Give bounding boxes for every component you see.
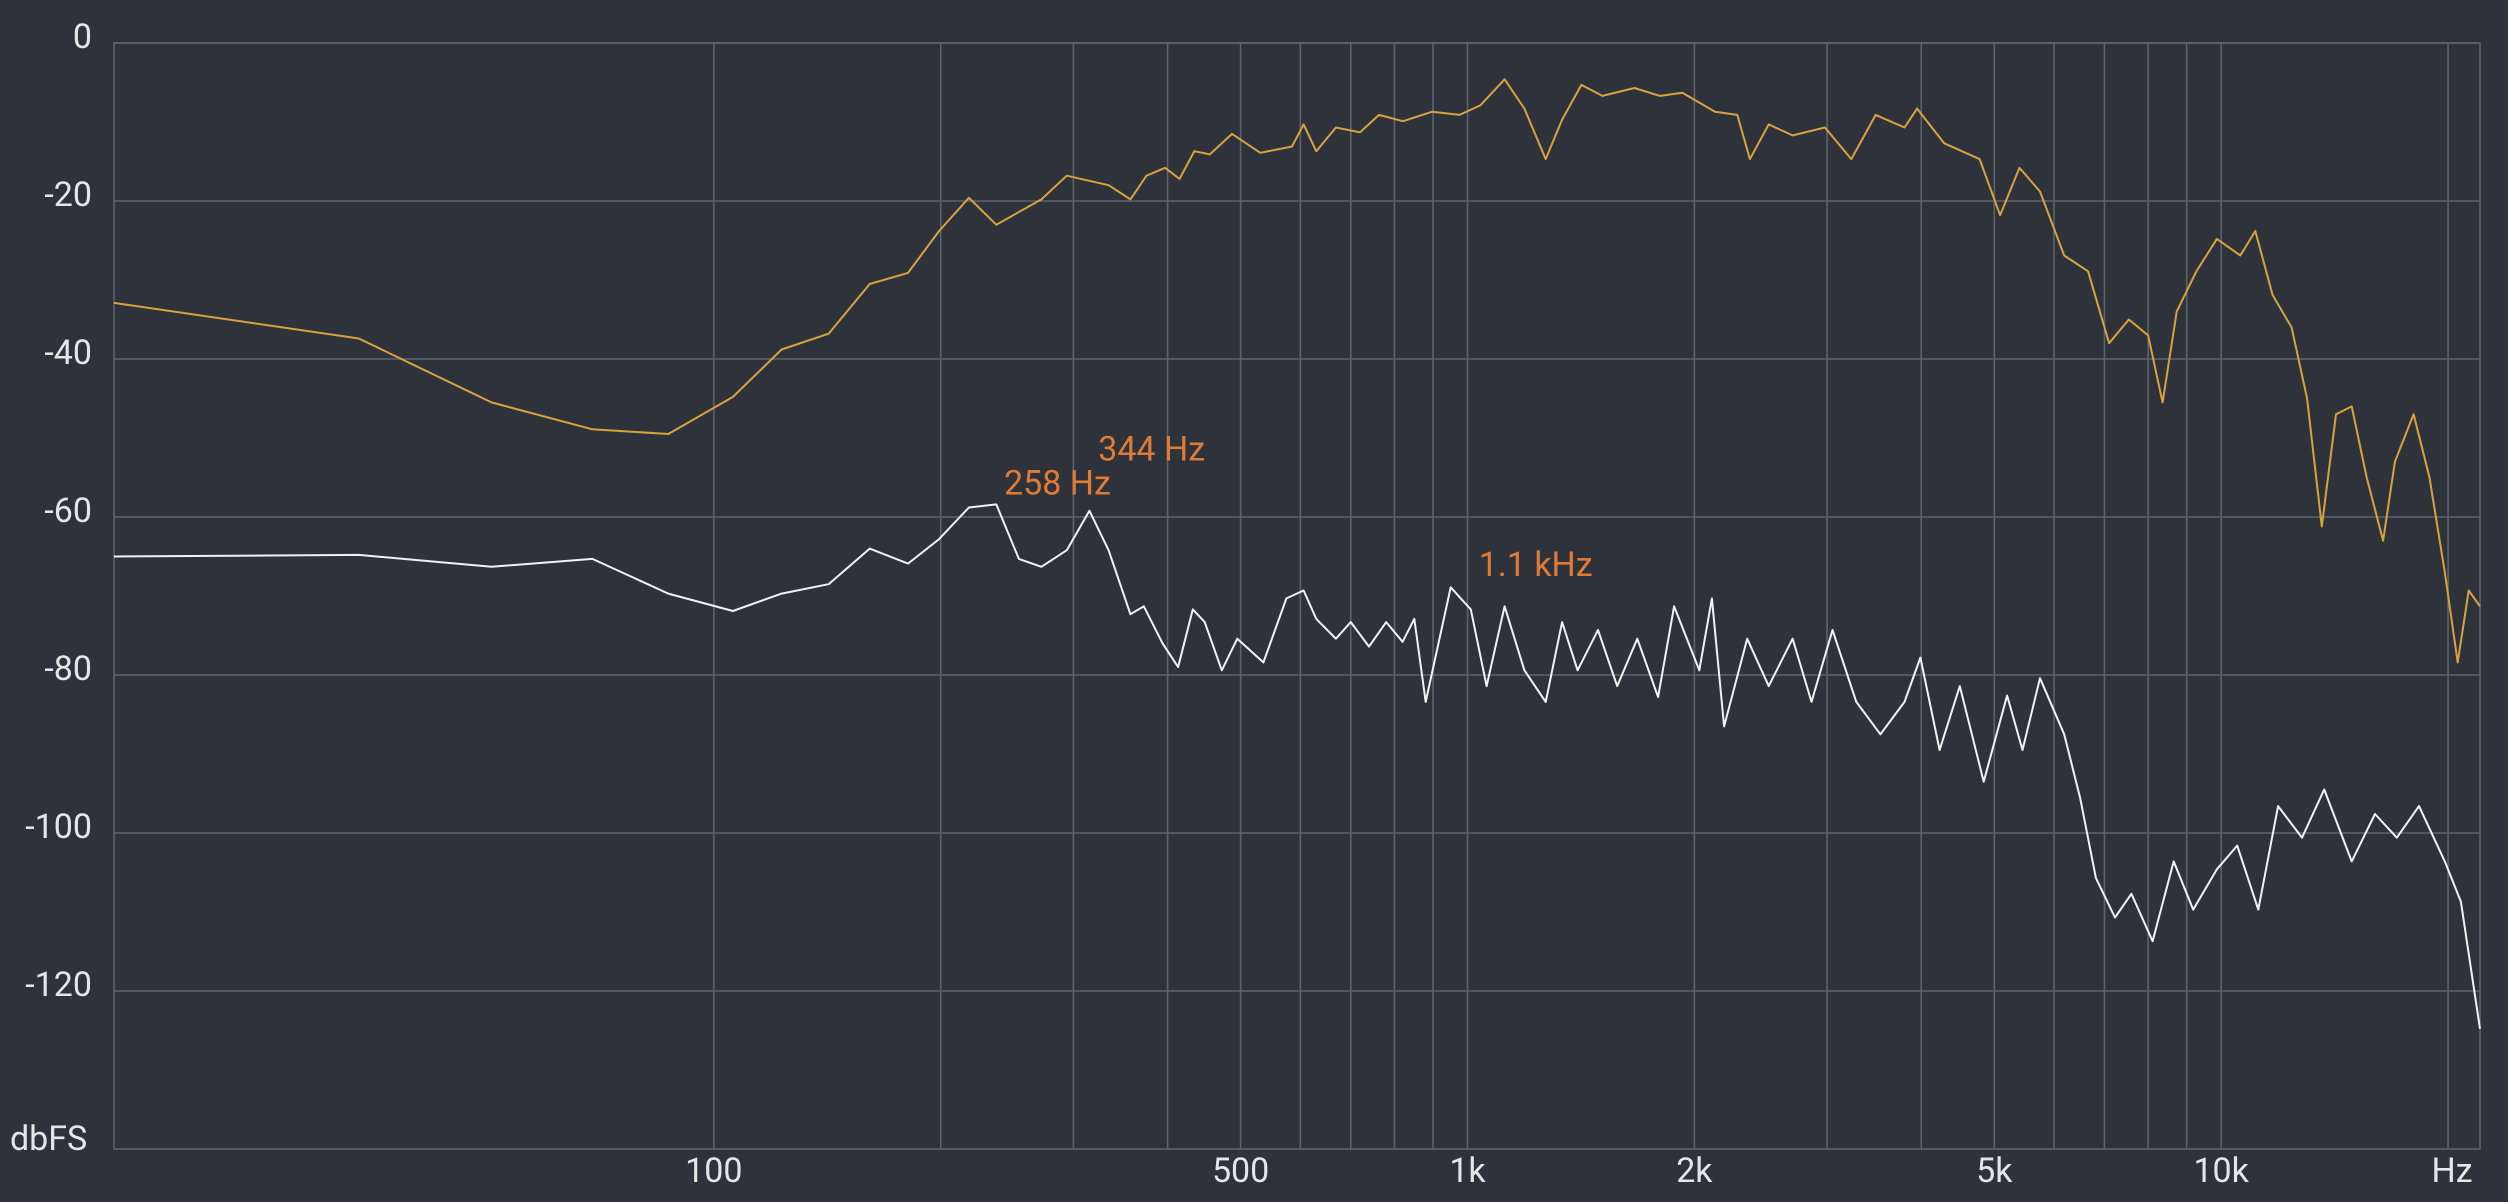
spectrum-line <box>113 78 2481 664</box>
y-tick-label: -60 <box>44 491 92 531</box>
peak-annotation: 1.1 kHz <box>1479 545 1593 585</box>
y-axis-label: dbFS <box>10 1119 87 1159</box>
y-tick-label: -20 <box>44 175 92 215</box>
y-tick-label: 0 <box>73 17 92 57</box>
peak-annotation: 258 Hz <box>1004 463 1111 503</box>
x-axis-label: Hz <box>2431 1151 2472 1191</box>
peak-annotation: 344 Hz <box>1098 429 1205 469</box>
spectrum-line <box>113 503 2481 1030</box>
y-tick-label: -40 <box>44 333 92 373</box>
y-tick-label: -120 <box>25 965 92 1005</box>
x-tick-label: 100 <box>685 1151 742 1191</box>
y-tick-label: -80 <box>44 649 92 689</box>
y-tick-label: -100 <box>25 807 92 847</box>
x-tick-label: 1k <box>1449 1151 1486 1191</box>
x-tick-label: 500 <box>1212 1151 1269 1191</box>
x-tick-label: 10k <box>2193 1151 2249 1191</box>
x-tick-label: 5k <box>1976 1151 2013 1191</box>
x-tick-label: 2k <box>1676 1151 1713 1191</box>
